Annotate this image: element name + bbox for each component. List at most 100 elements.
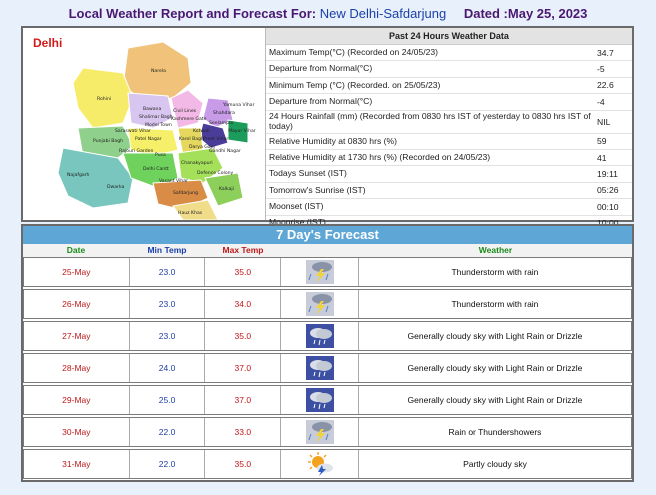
- map-label-karol-bagh: Karol Bagh: [179, 136, 204, 142]
- obs-row: Relative Humidity at 0830 hrs (%) 59: [266, 134, 632, 150]
- forecast-max-temp: 37.0: [205, 386, 282, 414]
- forecast-row: 30-May 22.0 33.0 Rain or Thundershowers: [23, 417, 632, 447]
- obs-value: 05:26: [597, 185, 619, 196]
- map-label-pusa: Pusa: [155, 152, 166, 158]
- map-label-mayur-vihar: Mayur Vihar: [228, 128, 256, 134]
- obs-row: Minimum Temp (°C) (Recorded. on 25/05/23…: [266, 78, 632, 95]
- forecast-date: 29-May: [24, 386, 130, 414]
- forecast-icon-cell: [281, 386, 359, 414]
- forecast-title: 7 Day's Forecast: [23, 226, 632, 244]
- obs-label: 24 Hours Rainfall (mm) (Recorded from 08…: [269, 111, 591, 131]
- forecast-max-temp: 35.0: [205, 450, 282, 478]
- map-label-rohini: Rohini: [97, 96, 111, 102]
- map-district-defence-colony[interactable]: [177, 147, 224, 184]
- map-labels: Narela Rohini Bawana Shalimar Bagh Model…: [67, 68, 256, 216]
- cloudy-drizzle-icon: [305, 324, 334, 348]
- cloudy-drizzle-icon: [305, 388, 334, 412]
- delhi-district-map[interactable]: Delhi Narela Rohini Bawana Sha: [23, 28, 266, 220]
- obs-value: 34.7: [597, 47, 614, 58]
- forecast-max-temp: 35.0: [205, 258, 282, 286]
- map-label-patel-nagar: Patel Nagar: [135, 136, 162, 142]
- obs-label: Relative Humidity at 1730 hrs (%) (Recor…: [269, 151, 491, 162]
- forecast-min-temp: 23.0: [130, 322, 206, 350]
- map-label-delhi-cantt: Delhi Cantt: [143, 166, 169, 172]
- forecast-min-temp: 23.0: [130, 258, 206, 286]
- partly-cloudy-sun-icon: [307, 452, 333, 476]
- map-label-civil-lines: Civil Lines: [173, 108, 197, 114]
- map-label-dwarka: Dwarka: [107, 184, 125, 190]
- forecast-row: 29-May 25.0 37.0 Generally cloudy sky with…: [23, 385, 632, 415]
- obs-row: Relative Humidity at 1730 hrs (%) (Recor…: [266, 150, 632, 167]
- forecast-date: 26-May: [24, 290, 130, 318]
- forecast-min-temp: 24.0: [130, 354, 206, 382]
- obs-label: Departure from Normal(°C): [269, 63, 373, 74]
- obs-label: Moonset (IST): [269, 201, 324, 212]
- thunderstorm-rain-icon: [305, 292, 334, 316]
- map-label-rajouri-garden: Rajouri Garden: [119, 148, 153, 154]
- col-header-icon: [281, 244, 359, 257]
- forecast-date: 28-May: [24, 354, 130, 382]
- forecast-weather-text: Thunderstorm with rain: [451, 299, 539, 309]
- map-label-shahdara: Shahdara: [213, 110, 235, 116]
- map-label-model-town: Model Town: [145, 122, 172, 128]
- forecast-icon-cell: [281, 322, 359, 350]
- obs-row: Departure from Normal(°C) -5: [266, 61, 632, 78]
- header-dated: Dated :May 25, 2023: [463, 6, 588, 21]
- forecast-icon-cell: [281, 290, 359, 318]
- forecast-header-row: Date Min Temp Max Temp Weather: [23, 244, 632, 257]
- map-label-narela: Narela: [151, 68, 166, 74]
- forecast-min-temp: 23.0: [130, 290, 206, 318]
- map-district-model-town[interactable]: [127, 92, 174, 129]
- obs-label: Minimum Temp (°C) (Recorded. on 25/05/23…: [269, 79, 441, 90]
- map-label-punjabi-bagh: Punjabi Bagh: [93, 138, 123, 144]
- forecast-icon-cell: [281, 354, 359, 382]
- obs-value: 10:00: [595, 218, 632, 228]
- header-prefix: Local Weather Report and Forecast For:: [68, 6, 317, 21]
- map-label-hauz-khas: Hauz Khas: [178, 210, 203, 216]
- forecast-date: 27-May: [24, 322, 130, 350]
- map-district-najafgarh[interactable]: [57, 147, 134, 209]
- header-location: New Delhi-Safdarjung: [319, 6, 447, 21]
- forecast-min-temp: 22.0: [130, 418, 206, 446]
- forecast-weather-text: Generally cloudy sky with Light Rain or …: [407, 395, 583, 405]
- map-district-kalkaji[interactable]: [204, 172, 244, 207]
- obs-label: Moonrise (IST): [269, 217, 326, 228]
- forecast-row: 25-May 23.0 35.0 Thunderstorm with rain: [23, 257, 632, 287]
- col-header-weather: Weather: [478, 245, 513, 255]
- obs-value: 00:10: [597, 201, 619, 212]
- map-title: Delhi: [33, 36, 63, 50]
- map-label-kalkaji: Kalkaji: [219, 186, 234, 192]
- map-label-darya-ganj: Darya Ganj: [189, 144, 215, 150]
- obs-value: -4: [597, 96, 605, 107]
- forecast-rows: 25-May 23.0 35.0 Thunderstorm with rain 26-…: [23, 257, 632, 481]
- col-header-max-temp: Max Temp: [222, 245, 264, 255]
- forecast-max-temp: 34.0: [205, 290, 282, 318]
- map-district-hauz-khas[interactable]: [172, 199, 219, 220]
- obs-value: 41: [597, 152, 607, 163]
- obs-value: -5: [597, 64, 605, 75]
- forecast-weather-text: Generally cloudy sky with Light Rain or …: [407, 331, 583, 341]
- map-label-chanakyapuri: Chanakyapuri: [181, 160, 213, 166]
- map-label-seelampur: Seelampur: [209, 120, 234, 126]
- obs-row: Todays Sunset (IST) 19:11: [266, 166, 632, 183]
- cloudy-drizzle-icon: [305, 356, 334, 380]
- map-district-civil-lines[interactable]: [170, 89, 204, 129]
- obs-value: 19:11: [597, 169, 618, 180]
- map-label-yamuna-vihar: Yamuna Vihar: [222, 102, 255, 108]
- forecast-date: 30-May: [24, 418, 130, 446]
- map-label-najafgarh: Najafgarh: [67, 172, 89, 178]
- obs-label: Tomorrow's Sunrise (IST): [269, 184, 366, 195]
- obs-row: Departure from Normal(°C) -4: [266, 94, 632, 111]
- forecast-max-temp: 35.0: [205, 322, 282, 350]
- map-district-shahdara[interactable]: [202, 97, 234, 129]
- obs-value: 59: [597, 136, 607, 147]
- map-district-mayur-vihar[interactable]: [227, 119, 249, 144]
- obs-value: NIL: [597, 116, 611, 127]
- obs-label: Departure from Normal(°C): [269, 96, 373, 107]
- obs-label: Relative Humidity at 0830 hrs (%): [269, 135, 397, 146]
- forecast-max-temp: 37.0: [205, 354, 282, 382]
- forecast-row: 31-May 22.0 35.0 Partly cloudy sky: [23, 449, 632, 479]
- forecast-max-temp: 33.0: [205, 418, 282, 446]
- map-district-rohini[interactable]: [72, 67, 134, 129]
- forecast-weather-text: Rain or Thundershowers: [448, 427, 542, 437]
